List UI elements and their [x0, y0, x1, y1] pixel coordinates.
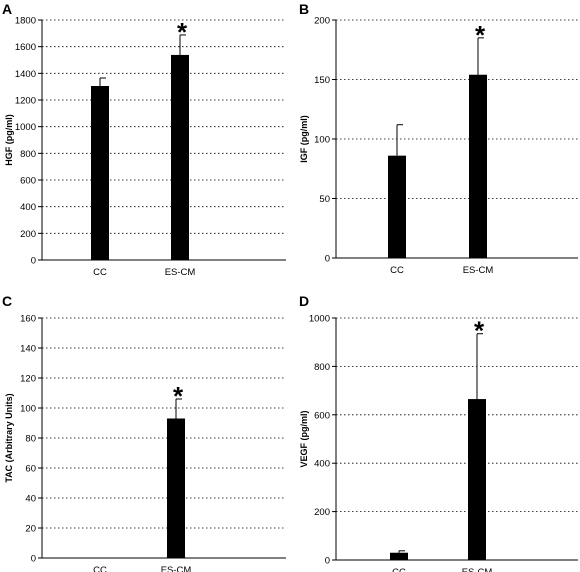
category-label: ES-CM [161, 565, 192, 572]
panel-letter: D [299, 293, 309, 309]
y-tick-label: 60 [25, 464, 36, 475]
category-label: CC [93, 267, 107, 278]
y-tick-label: 1000 [309, 314, 330, 325]
bar-es-cm [469, 74, 487, 259]
y-tick-label: 120 [20, 374, 36, 385]
y-axis-label: TAC (Arbitrary Units) [4, 393, 14, 482]
y-axis-label: VEGF (pg/ml) [299, 411, 309, 468]
y-tick-label: 200 [314, 16, 330, 27]
y-tick-label: 800 [314, 362, 330, 373]
bar-cc [91, 86, 109, 260]
y-tick-label: 160 [20, 314, 36, 325]
y-tick-label: 1600 [15, 42, 36, 53]
panel-letter: C [2, 293, 12, 309]
bar-cc [390, 552, 408, 560]
y-tick-label: 1200 [15, 96, 36, 107]
y-axis-label: HGF (pg/ml) [4, 114, 14, 166]
chart-panel-c: C 0 20 40 60 80 100 120 140 160 TAC (Arbitrary Uni… [2, 293, 286, 572]
y-tick-label: 20 [25, 524, 36, 535]
y-tick-label: 800 [20, 149, 36, 160]
significance-marker: * [474, 316, 485, 346]
panel-letter: B [299, 1, 309, 17]
y-tick-label: 1800 [15, 16, 36, 27]
category-label: CC [93, 565, 107, 572]
bar-es-cm [171, 54, 189, 260]
y-tick-label: 1000 [15, 122, 36, 133]
y-tick-label: 0 [325, 254, 330, 265]
y-tick-label: 140 [20, 344, 36, 355]
panel-letter: A [2, 1, 12, 17]
y-tick-label: 40 [25, 494, 36, 505]
y-tick-label: 0 [31, 256, 36, 267]
y-tick-label: 200 [314, 507, 330, 518]
significance-marker: * [177, 17, 188, 47]
bar-es-cm [167, 418, 185, 558]
significance-marker: * [173, 381, 184, 411]
category-label: ES-CM [462, 567, 493, 572]
y-tick-label: 100 [20, 404, 36, 415]
y-tick-label: 150 [314, 75, 330, 86]
bar-es-cm [468, 399, 486, 560]
y-tick-label: 1400 [15, 69, 36, 80]
y-tick-label: 600 [20, 176, 36, 187]
y-tick-label: 400 [20, 202, 36, 213]
y-axis-label: IGF (pg/ml) [299, 115, 309, 163]
category-label: CC [390, 265, 404, 276]
bar-cc [388, 155, 406, 258]
y-tick-label: 80 [25, 434, 36, 445]
chart-panel-b: B 0 50 100 150 200 IGF (pg/ml) CC ES-CM * [299, 1, 578, 276]
significance-marker: * [475, 20, 486, 50]
category-label: CC [392, 567, 406, 572]
y-tick-label: 100 [314, 135, 330, 146]
y-tick-label: 50 [319, 194, 330, 205]
y-tick-label: 0 [325, 556, 330, 567]
chart-panel-a: A 0 200 400 600 800 1000 1200 1400 1600 1800 HGF (p… [2, 1, 286, 278]
y-tick-label: 200 [20, 229, 36, 240]
category-label: ES-CM [463, 265, 494, 276]
category-label: ES-CM [165, 267, 196, 278]
chart-panel-d: D 0 200 400 600 800 1000 VEGF (pg/ml) CC ES-CM * [299, 293, 578, 572]
y-tick-label: 600 [314, 410, 330, 421]
y-tick-label: 0 [31, 554, 36, 565]
y-tick-label: 400 [314, 459, 330, 470]
